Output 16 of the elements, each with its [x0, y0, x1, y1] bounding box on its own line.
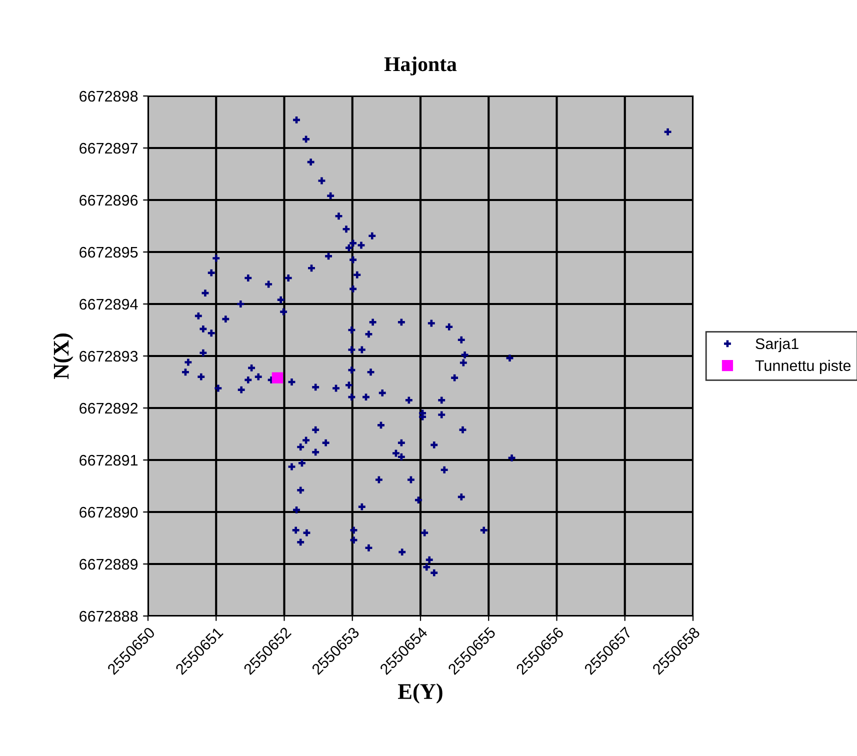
y-tick-label: 6672891 [80, 454, 138, 466]
y-tick-label: 6672898 [80, 90, 138, 102]
y-tick-label: 6672892 [80, 402, 138, 414]
y-tick-label: 6672888 [80, 610, 138, 622]
y-tick-label: 6672897 [80, 142, 138, 154]
legend-label: Tunnettu piste [755, 360, 851, 374]
y-tick-label: 6672896 [80, 194, 138, 206]
y-tick-label: 6672890 [80, 506, 138, 518]
y-tick-label: 6672894 [80, 298, 138, 310]
y-tick-label: 6672889 [80, 558, 138, 570]
chart-title: Hajonta [384, 56, 457, 76]
y-tick-label: 6672895 [80, 246, 138, 258]
legend-label: Sarja1 [756, 338, 798, 352]
y-axis-title: N(X) [53, 334, 74, 380]
x-axis-title: E(Y) [398, 683, 442, 704]
y-tick-label: 6672893 [80, 350, 138, 362]
